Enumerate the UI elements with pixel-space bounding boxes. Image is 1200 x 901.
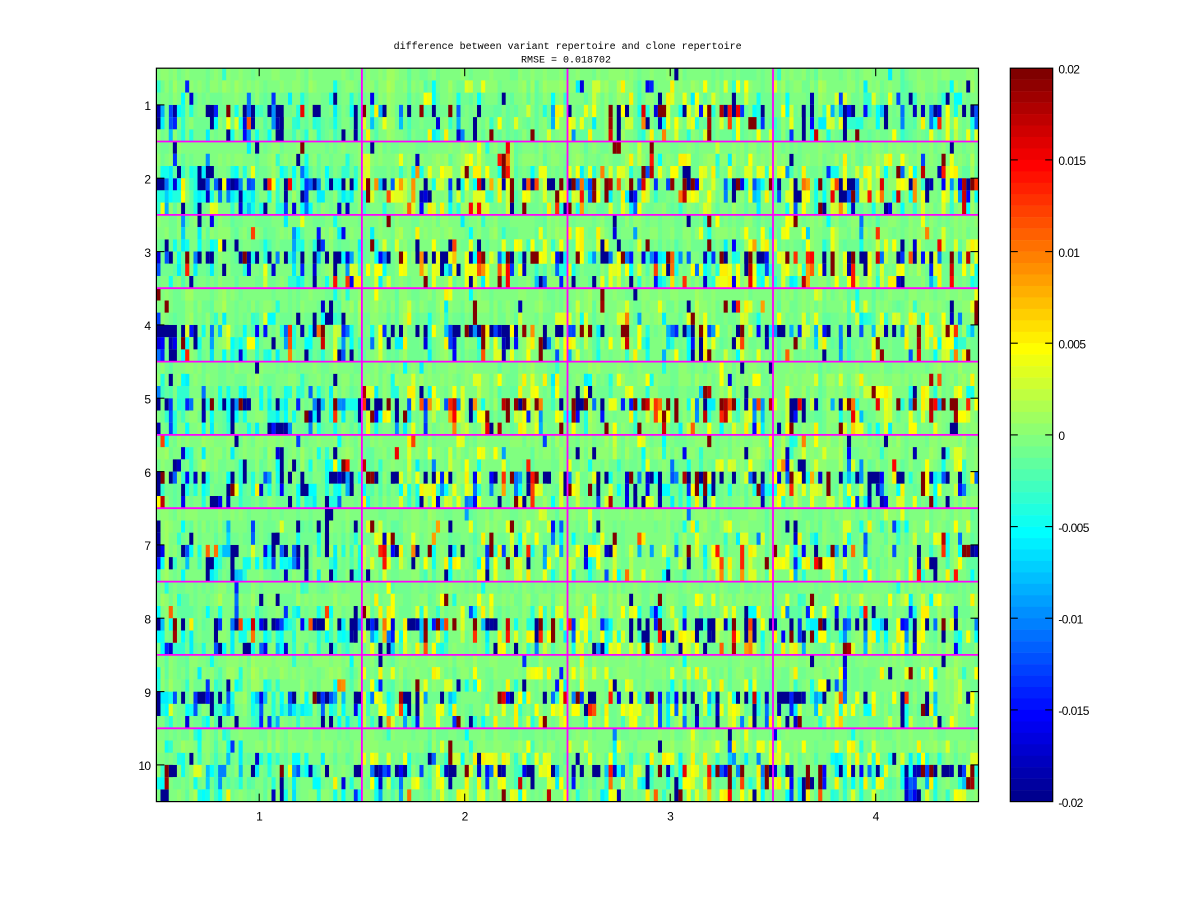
svg-text:-0.01: -0.01 xyxy=(1058,613,1083,627)
svg-text:9: 9 xyxy=(144,686,151,700)
svg-text:0: 0 xyxy=(1058,429,1065,443)
svg-text:8: 8 xyxy=(144,613,151,627)
svg-text:4: 4 xyxy=(873,810,880,824)
svg-text:1: 1 xyxy=(144,99,151,113)
svg-text:1: 1 xyxy=(256,810,263,824)
svg-text:3: 3 xyxy=(144,246,151,260)
svg-text:7: 7 xyxy=(144,539,151,553)
svg-text:5: 5 xyxy=(144,393,151,407)
svg-text:-0.02: -0.02 xyxy=(1058,796,1083,810)
svg-text:0.015: 0.015 xyxy=(1058,154,1086,168)
svg-text:0.005: 0.005 xyxy=(1058,338,1086,352)
svg-text:2: 2 xyxy=(144,173,151,187)
svg-text:0.02: 0.02 xyxy=(1058,63,1080,77)
svg-text:-0.005: -0.005 xyxy=(1058,521,1089,535)
svg-text:10: 10 xyxy=(138,759,151,773)
svg-text:2: 2 xyxy=(462,810,469,824)
svg-text:RMSE = 0.018702: RMSE = 0.018702 xyxy=(521,56,611,67)
svg-text:6: 6 xyxy=(144,466,151,480)
svg-text:-0.015: -0.015 xyxy=(1058,704,1089,718)
svg-text:difference between variant rep: difference between variant repertoire an… xyxy=(394,41,742,53)
svg-text:3: 3 xyxy=(667,810,674,824)
svg-text:4: 4 xyxy=(144,319,151,333)
svg-text:0.01: 0.01 xyxy=(1058,246,1080,260)
